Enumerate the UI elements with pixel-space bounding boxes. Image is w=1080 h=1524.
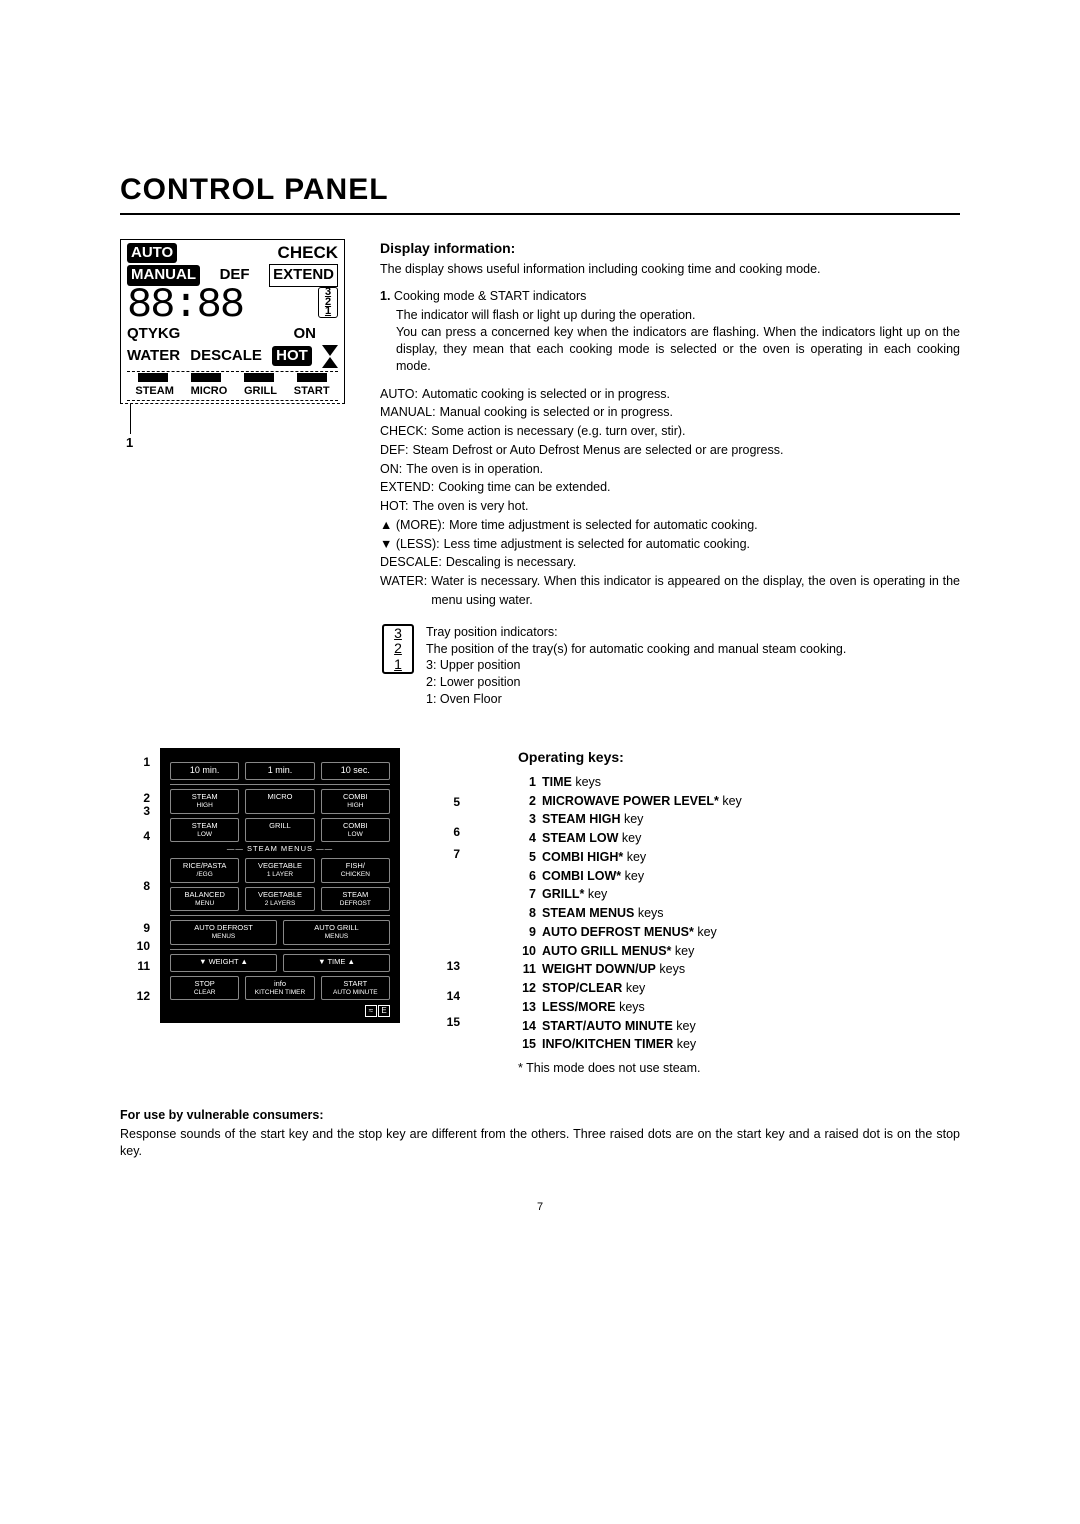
check-indicator: CHECK — [278, 242, 338, 265]
display-panel: AUTO CHECK MANUAL DEF EXTEND 88:88 3 2 1… — [120, 239, 345, 404]
op-item: 7GRILL* key — [518, 885, 960, 904]
tray-l4: 2: Lower position — [426, 674, 846, 691]
status-row: DEF: Steam Defrost or Auto Defrost Menus… — [380, 441, 960, 460]
keypad-key: 1 min. — [245, 762, 314, 780]
op-item: 6COMBI LOW* key — [518, 867, 960, 886]
op-item: 2MICROWAVE POWER LEVEL* key — [518, 792, 960, 811]
item1-text: Cooking mode & START indicators — [394, 289, 586, 303]
status-row: ▼ (LESS): Less time adjustment is select… — [380, 535, 960, 554]
op-item: 5COMBI HIGH* key — [518, 848, 960, 867]
down-arrow-icon — [322, 345, 338, 356]
tray-positions: 3 2 1 — [318, 287, 338, 319]
display-information: Display information: The display shows u… — [380, 239, 960, 709]
keypad-key: VEGETABLE1 LAYER — [245, 858, 314, 883]
keypad-key: VEGETABLE2 LAYERS — [245, 887, 314, 912]
op-item: 15INFO/KITCHEN TIMER key — [518, 1035, 960, 1054]
operating-keys-heading: Operating keys: — [518, 748, 960, 767]
keypad-key: AUTO DEFROSTMENUS — [170, 920, 277, 945]
op-item: 9AUTO DEFROST MENUS* key — [518, 923, 960, 942]
keypad-key: STOPCLEAR — [170, 976, 239, 1001]
status-row: HOT: The oven is very hot. — [380, 497, 960, 516]
status-row: WATER: Water is necessary. When this ind… — [380, 572, 960, 610]
item1-num: 1. — [380, 289, 390, 303]
keypad-key: COMBILOW — [321, 818, 390, 843]
status-row: ON: The oven is in operation. — [380, 460, 960, 479]
op-item: 3STEAM HIGH key — [518, 810, 960, 829]
wave-icon: ≈ — [365, 1005, 377, 1017]
tray-l2: The position of the tray(s) for automati… — [426, 641, 846, 658]
keypad-key: STEAMHIGH — [170, 789, 239, 814]
keypad-key: STEAMDEFROST — [321, 887, 390, 912]
display-info-heading: Display information: — [380, 239, 960, 258]
keypad-key: COMBIHIGH — [321, 789, 390, 814]
keypad-key: AUTO GRILLMENUS — [283, 920, 390, 945]
auto-indicator: AUTO — [127, 243, 177, 263]
op-item: 11WEIGHT DOWN/UP keys — [518, 960, 960, 979]
keypad-key: MICRO — [245, 789, 314, 814]
keypad-key: ▼ WEIGHT ▲ — [170, 954, 277, 972]
keypad-key: BALANCEDMENU — [170, 887, 239, 912]
keypad-key: infoKITCHEN TIMER — [245, 976, 314, 1001]
steam-label: STEAM — [135, 384, 174, 399]
on-indicator: ON — [294, 324, 317, 344]
extend-indicator: EXTEND — [269, 264, 338, 286]
tray-section: 3 2 1 Tray position indicators: The posi… — [380, 624, 960, 708]
op-item: 13LESS/MORE keys — [518, 998, 960, 1017]
item1b: The indicator will flash or light up dur… — [396, 307, 960, 324]
operating-keys: Operating keys: 1TIME keys2MICROWAVE POW… — [480, 748, 960, 1077]
page-number: 7 — [120, 1200, 960, 1215]
grill-label: GRILL — [244, 384, 277, 399]
tray-l3: 3: Upper position — [426, 657, 846, 674]
display-intro: The display shows useful information inc… — [380, 261, 960, 278]
keypad-key: RICE/PASTA/EGG — [170, 858, 239, 883]
keypad-key: FISH/CHICKEN — [321, 858, 390, 883]
keypad-key: ▼ TIME ▲ — [283, 954, 390, 972]
footer-text: Response sounds of the start key and the… — [120, 1126, 960, 1160]
item1c: You can press a concerned key when the i… — [396, 324, 960, 375]
callout-1: 1 — [126, 434, 350, 452]
keypad-key: GRILL — [245, 818, 314, 843]
op-item: 8STEAM MENUS keys — [518, 904, 960, 923]
start-label: START — [294, 384, 330, 399]
e-icon: E — [378, 1005, 390, 1017]
seven-segment-display: 88:88 — [127, 287, 243, 325]
tray-l1: Tray position indicators: — [426, 624, 846, 641]
hot-indicator: HOT — [272, 346, 312, 366]
status-row: CHECK: Some action is necessary (e.g. tu… — [380, 422, 960, 441]
keypad-key: 10 min. — [170, 762, 239, 780]
tray-l5: 1: Oven Floor — [426, 691, 846, 708]
page-title: CONTROL PANEL — [120, 170, 960, 215]
op-item: 12STOP/CLEAR key — [518, 979, 960, 998]
keypad-key: STEAMLOW — [170, 818, 239, 843]
keypad-key: 10 sec. — [321, 762, 390, 780]
kg-indicator: KG — [158, 324, 181, 344]
op-item: 14START/AUTO MINUTE key — [518, 1017, 960, 1036]
op-item: 10AUTO GRILL MENUS* key — [518, 942, 960, 961]
op-item: 1TIME keys — [518, 773, 960, 792]
display-panel-column: AUTO CHECK MANUAL DEF EXTEND 88:88 3 2 1… — [120, 239, 350, 709]
footer-heading: For use by vulnerable consumers: — [120, 1107, 960, 1124]
keypad-panel: 10 min. 1 min. 10 sec. STEAMHIGHMICRO COMBIH… — [160, 748, 400, 1023]
footer-note: For use by vulnerable consumers: Respons… — [120, 1107, 960, 1160]
status-row: MANUAL: Manual cooking is selected or in… — [380, 403, 960, 422]
tray-1: 1 — [319, 307, 337, 317]
keypad-key: STARTAUTO MINUTE — [321, 976, 390, 1001]
status-row: AUTO: Automatic cooking is selected or i… — [380, 385, 960, 404]
op-item: 4STEAM LOW key — [518, 829, 960, 848]
qty-indicator: QTY — [127, 324, 158, 344]
op-footnote: * This mode does not use steam. — [518, 1060, 960, 1077]
status-row: ▲ (MORE): More time adjustment is select… — [380, 516, 960, 535]
status-list: AUTO: Automatic cooking is selected or i… — [380, 385, 960, 610]
water-indicator: WATER — [127, 346, 180, 366]
descale-indicator: DESCALE — [190, 346, 262, 366]
up-arrow-icon — [322, 357, 338, 368]
micro-label: MICRO — [191, 384, 228, 399]
status-row: EXTEND: Cooking time can be extended. — [380, 478, 960, 497]
status-row: DESCALE: Descaling is necessary. — [380, 553, 960, 572]
keypad-diagram: 1 2 3 4 5 6 7 8 9 10 11 12 13 14 15 10 m… — [120, 748, 460, 1077]
